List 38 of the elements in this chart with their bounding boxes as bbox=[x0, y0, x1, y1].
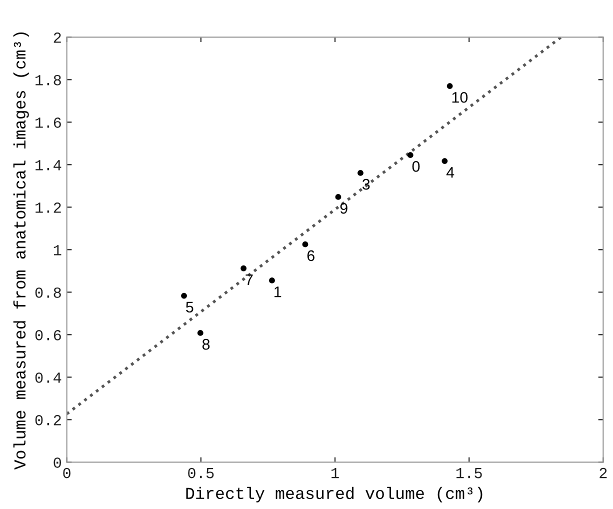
y-tick-label: 0.6 bbox=[35, 330, 61, 340]
x-tick-label: 0 bbox=[63, 468, 70, 478]
point bbox=[269, 278, 275, 284]
annotation: 3 bbox=[362, 178, 370, 190]
annotation: 6 bbox=[307, 250, 314, 262]
point bbox=[442, 158, 448, 164]
y-axis-title: Volume measured from anatomical images (cm³) bbox=[13, 32, 29, 470]
x-tick-label: 1 bbox=[332, 468, 339, 478]
point bbox=[302, 241, 308, 248]
y-tick-label: 0.4 bbox=[35, 372, 62, 383]
annotation: 10 bbox=[452, 92, 468, 103]
point bbox=[358, 170, 364, 176]
y-tick-label: 2 bbox=[54, 32, 61, 43]
point bbox=[181, 292, 187, 299]
y-tick-label: 0.2 bbox=[35, 414, 61, 426]
annotation: 5 bbox=[186, 302, 194, 313]
point bbox=[335, 194, 342, 200]
y-tick-label: 1.2 bbox=[36, 202, 61, 213]
point bbox=[446, 83, 453, 89]
point bbox=[197, 330, 204, 336]
y-tick-label: 0.8 bbox=[35, 287, 61, 298]
annotation: 9 bbox=[340, 202, 348, 214]
y-tick-label: 1 bbox=[54, 245, 62, 256]
x-tick-label: 1.5 bbox=[456, 468, 482, 478]
y-tick-label: 0 bbox=[54, 457, 62, 468]
y-tick-label: 1.4 bbox=[36, 160, 62, 170]
x-axis-title: Directly measured volume (cm³) bbox=[186, 486, 482, 502]
annotation: 0 bbox=[412, 161, 420, 172]
point bbox=[407, 152, 414, 158]
y-tick-label: 1.6 bbox=[36, 117, 61, 128]
x-tick-label: 0.5 bbox=[188, 468, 214, 478]
point bbox=[240, 265, 246, 272]
x-tick-label: 2 bbox=[600, 468, 607, 478]
annotation: 7 bbox=[246, 274, 253, 285]
y-tick-label: 1.8 bbox=[36, 74, 61, 86]
annotation: 8 bbox=[202, 338, 210, 350]
annotation: 1 bbox=[274, 286, 282, 298]
annotation: 4 bbox=[446, 167, 454, 178]
